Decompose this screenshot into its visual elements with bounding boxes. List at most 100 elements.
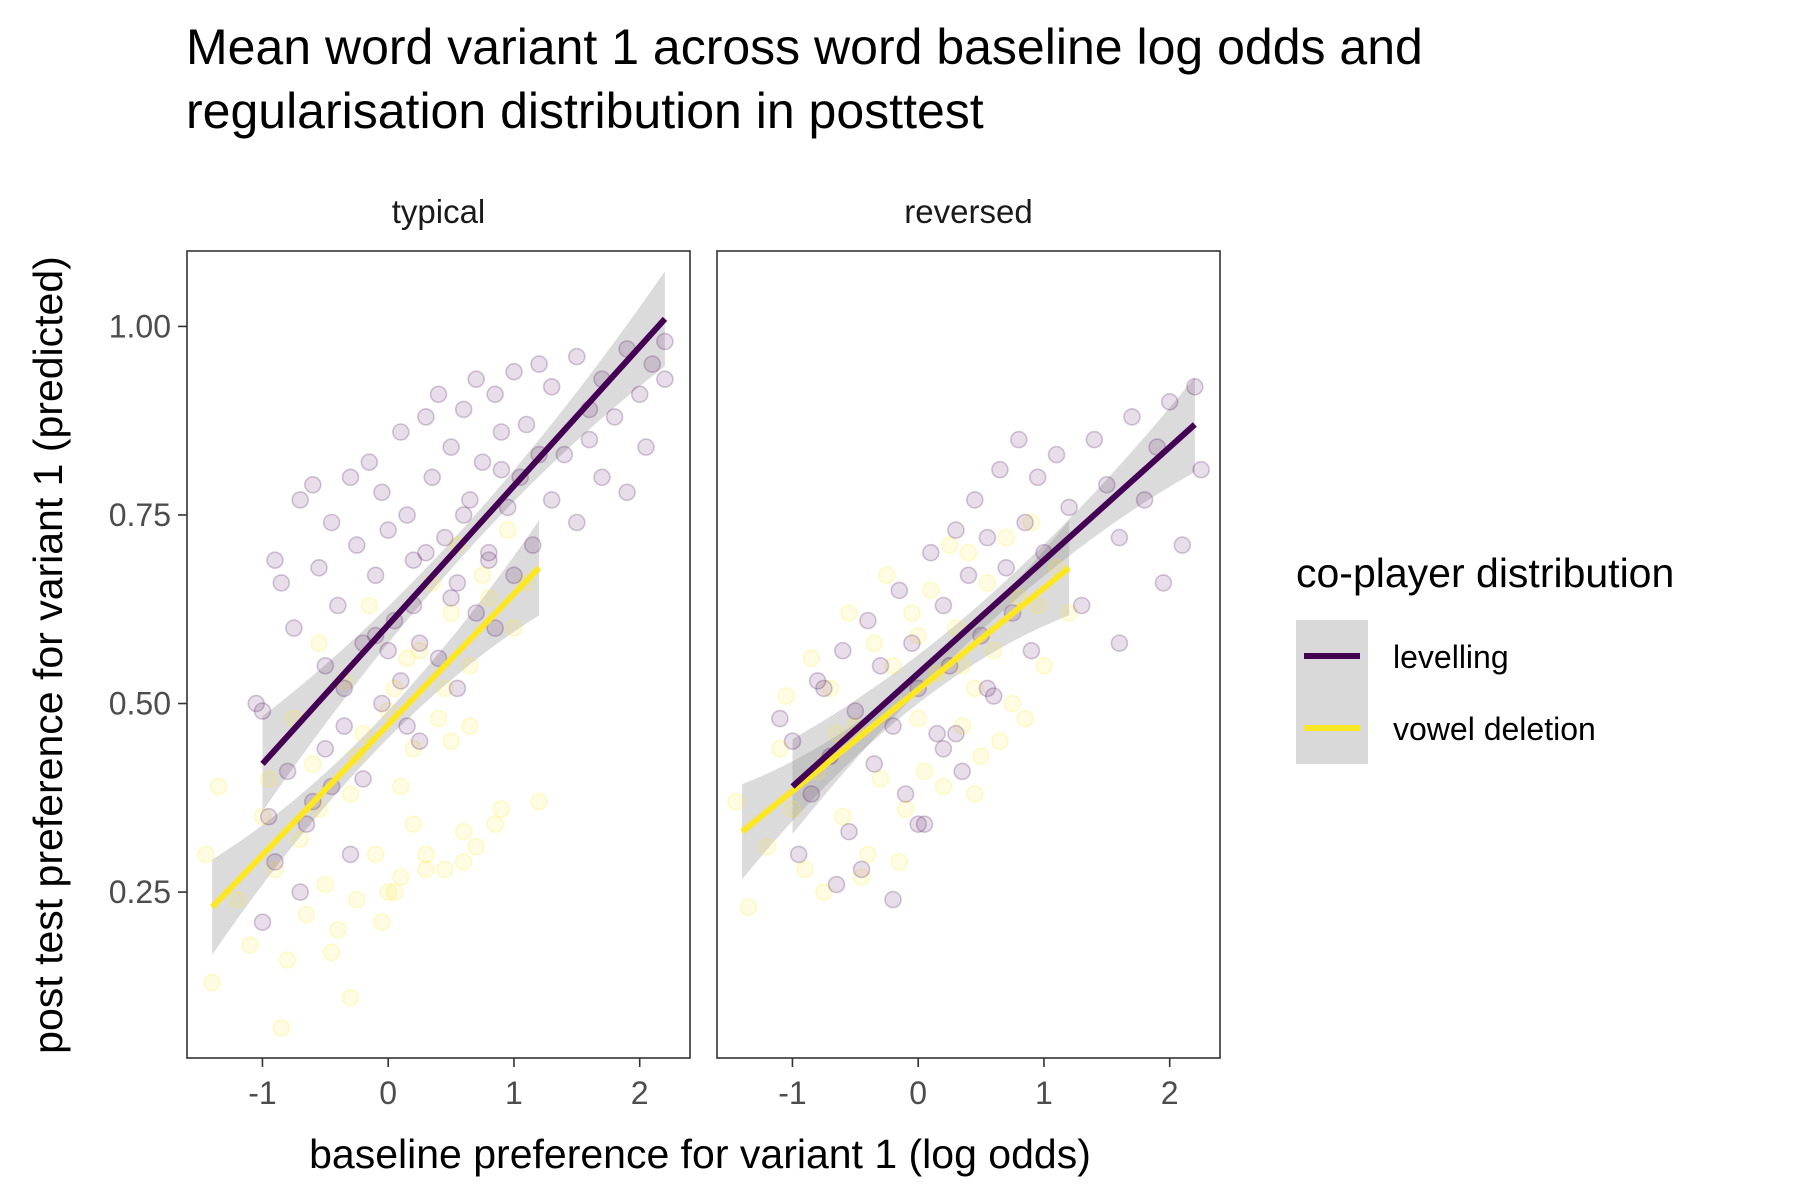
- data-point: [197, 845, 215, 864]
- panel-border: [186, 250, 691, 1059]
- data-point: [727, 792, 745, 811]
- data-point: [404, 551, 423, 570]
- data-point: [442, 589, 460, 607]
- data-point: [467, 837, 486, 856]
- data-point: [373, 694, 391, 713]
- data-point: [947, 724, 965, 743]
- data-point: [417, 543, 435, 562]
- data-point: [391, 423, 410, 441]
- data-point: [859, 845, 877, 864]
- data-point: [896, 800, 915, 818]
- data-point: [1035, 656, 1053, 675]
- data-point: [322, 943, 341, 962]
- data-point: [354, 724, 372, 743]
- panel-reversed: reversed -1 0 1 2: [716, 193, 1221, 1111]
- data-point: [473, 453, 492, 472]
- data-point: [203, 973, 221, 992]
- data-point: [479, 543, 498, 562]
- data-point: [391, 868, 410, 886]
- data-point: [442, 604, 460, 622]
- data-point: [1110, 528, 1129, 547]
- data-point: [896, 785, 915, 803]
- data-point: [821, 679, 840, 698]
- data-point: [498, 521, 517, 539]
- y-tick-label: 0.25: [109, 874, 171, 910]
- data-point: [266, 860, 284, 879]
- data-point: [542, 377, 561, 396]
- data-point: [1003, 694, 1022, 713]
- data-point: [1110, 634, 1129, 653]
- data-point: [921, 581, 940, 600]
- data-point: [972, 747, 990, 766]
- data-point: [266, 551, 284, 570]
- legend-label: vowel deletion: [1393, 711, 1596, 747]
- data-point: [454, 400, 473, 419]
- data-point: [347, 890, 366, 909]
- data-point: [454, 853, 473, 871]
- legend-label: levelling: [1393, 639, 1509, 675]
- data-point: [840, 604, 858, 622]
- legend-title: co-player distribution: [1296, 550, 1674, 596]
- panel-strip-label: typical: [392, 193, 486, 230]
- data-point: [1009, 430, 1028, 449]
- data-point: [442, 438, 460, 456]
- data-point: [984, 687, 1003, 705]
- data-point: [448, 574, 467, 592]
- data-point: [959, 543, 978, 562]
- data-point: [965, 679, 984, 698]
- data-point: [492, 423, 511, 441]
- data-point: [808, 672, 827, 690]
- data-point: [379, 521, 398, 539]
- data-point: [461, 717, 479, 735]
- data-point: [448, 679, 467, 698]
- data-point: [567, 513, 586, 532]
- data-point: [316, 656, 335, 675]
- data-point: [783, 800, 802, 818]
- data-point: [486, 385, 504, 404]
- y-axis: 0.25 0.50 0.75 1.00: [109, 308, 187, 910]
- data-point: [827, 875, 846, 894]
- data-point: [915, 762, 934, 781]
- data-point: [1192, 460, 1210, 479]
- fit-line: [210, 565, 542, 910]
- chart-title-line-1: Mean word variant 1 across word baseline…: [186, 19, 1423, 75]
- data-point: [871, 770, 890, 788]
- data-point: [310, 558, 328, 577]
- data-point: [461, 491, 479, 509]
- data-point: [978, 528, 997, 547]
- data-point: [997, 528, 1016, 547]
- data-point: [997, 558, 1016, 577]
- data-point: [1135, 491, 1154, 509]
- data-point: [373, 913, 391, 932]
- data-point: [435, 679, 454, 698]
- data-point: [965, 491, 984, 509]
- data-point: [479, 551, 498, 570]
- data-point: [555, 445, 574, 464]
- data-point: [341, 785, 360, 803]
- data-point: [341, 468, 360, 487]
- data-point: [209, 777, 228, 796]
- data-point: [1022, 641, 1041, 660]
- x-tick-label: 2: [1161, 1075, 1179, 1111]
- data-point: [846, 702, 865, 720]
- data-point: [329, 596, 347, 615]
- data-point: [1123, 408, 1141, 426]
- data-point: [272, 1019, 291, 1037]
- data-point: [335, 717, 354, 735]
- data-point: [940, 536, 959, 554]
- x-tick-label: -1: [778, 1075, 806, 1111]
- data-point: [417, 845, 435, 864]
- data-point: [1186, 377, 1204, 396]
- data-point: [385, 883, 404, 901]
- data-point: [833, 807, 852, 826]
- data-point: [921, 543, 940, 562]
- data-point: [435, 528, 454, 547]
- data-point: [884, 717, 902, 735]
- data-point: [530, 355, 548, 373]
- data-point: [253, 913, 272, 932]
- data-point: [802, 649, 821, 668]
- x-tick-label: -1: [248, 1075, 276, 1111]
- data-point: [228, 890, 247, 909]
- data-point: [771, 739, 789, 758]
